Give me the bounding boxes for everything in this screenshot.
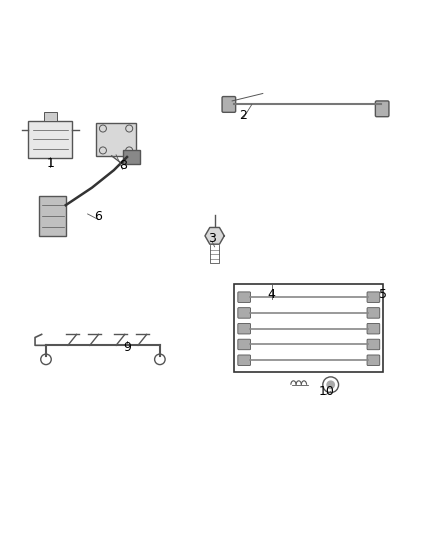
Text: 5: 5 bbox=[379, 288, 387, 302]
Text: 6: 6 bbox=[95, 209, 102, 223]
Text: 9: 9 bbox=[123, 341, 131, 354]
Bar bbox=[96, 123, 136, 156]
FancyBboxPatch shape bbox=[367, 324, 380, 334]
Circle shape bbox=[326, 381, 335, 389]
Text: 10: 10 bbox=[318, 385, 334, 398]
Bar bbox=[39, 197, 66, 236]
FancyBboxPatch shape bbox=[238, 308, 251, 318]
FancyBboxPatch shape bbox=[222, 96, 236, 112]
FancyBboxPatch shape bbox=[375, 101, 389, 117]
FancyBboxPatch shape bbox=[238, 339, 251, 350]
FancyBboxPatch shape bbox=[367, 308, 380, 318]
FancyBboxPatch shape bbox=[367, 355, 380, 366]
Bar bbox=[123, 150, 140, 164]
Text: 8: 8 bbox=[119, 159, 127, 172]
Text: 3: 3 bbox=[208, 231, 216, 245]
FancyBboxPatch shape bbox=[367, 339, 380, 350]
FancyBboxPatch shape bbox=[367, 292, 380, 302]
Bar bbox=[28, 121, 72, 158]
Bar bbox=[234, 284, 383, 372]
FancyBboxPatch shape bbox=[238, 355, 251, 366]
Bar bbox=[44, 112, 57, 121]
Text: 1: 1 bbox=[46, 157, 54, 170]
Polygon shape bbox=[205, 228, 224, 244]
FancyBboxPatch shape bbox=[238, 324, 251, 334]
Text: 4: 4 bbox=[268, 288, 276, 302]
Text: 2: 2 bbox=[239, 109, 247, 122]
FancyBboxPatch shape bbox=[238, 292, 251, 302]
